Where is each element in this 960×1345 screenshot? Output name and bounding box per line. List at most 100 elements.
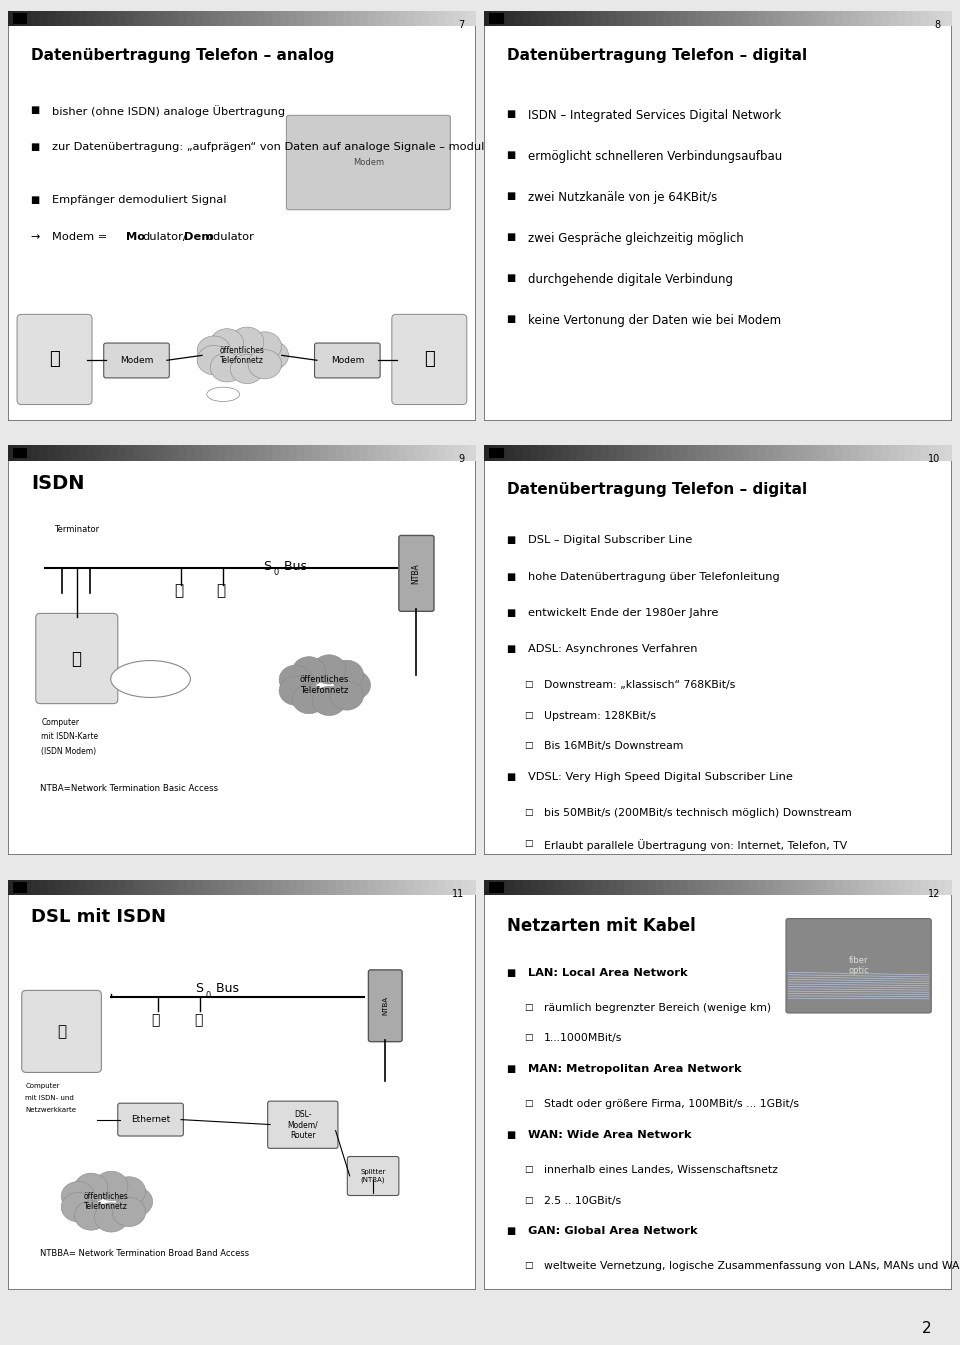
Bar [468, 880, 476, 896]
Bar [453, 880, 461, 896]
Bar [523, 11, 531, 27]
Bar [85, 880, 93, 896]
Bar [210, 880, 219, 896]
Bar [490, 13, 503, 24]
Bar [539, 445, 546, 461]
Bar [484, 445, 492, 461]
Text: ■: ■ [506, 315, 516, 324]
Bar [788, 11, 796, 27]
Bar [257, 880, 265, 896]
Bar [187, 445, 195, 461]
Text: DSL – Digital Subscriber Line: DSL – Digital Subscriber Line [528, 535, 692, 546]
Bar [828, 880, 835, 896]
Bar [195, 445, 203, 461]
Bar [484, 880, 492, 896]
Bar [13, 13, 27, 24]
Bar [757, 11, 765, 27]
Bar [406, 445, 414, 461]
Bar [274, 880, 281, 896]
Circle shape [292, 685, 325, 714]
Bar [23, 445, 31, 461]
Bar [148, 445, 156, 461]
Bar [882, 445, 890, 461]
Text: zwei Nutzkanäle von je 64KBit/s: zwei Nutzkanäle von je 64KBit/s [528, 191, 717, 204]
Bar [351, 11, 359, 27]
Text: (ISDN Modem): (ISDN Modem) [41, 746, 97, 756]
Bar [234, 11, 242, 27]
Bar [562, 445, 569, 461]
Bar [648, 445, 656, 461]
Bar [289, 445, 297, 461]
Bar [15, 11, 23, 27]
Bar [398, 445, 406, 461]
Bar [656, 445, 663, 461]
Bar [125, 880, 132, 896]
Text: hohe Datenübertragung über Telefonleitung: hohe Datenübertragung über Telefonleitun… [528, 572, 780, 581]
Bar [937, 445, 945, 461]
Text: entwickelt Ende der 1980er Jahre: entwickelt Ende der 1980er Jahre [528, 608, 719, 617]
Bar [733, 445, 741, 461]
Bar [828, 11, 835, 27]
Circle shape [312, 655, 346, 685]
Bar [437, 880, 444, 896]
Bar [55, 11, 62, 27]
Bar [633, 880, 640, 896]
Bar [633, 11, 640, 27]
Bar [374, 445, 382, 461]
Bar [875, 880, 882, 896]
Text: □: □ [523, 1262, 532, 1270]
Bar [507, 880, 516, 896]
Bar [336, 880, 344, 896]
Bar [297, 880, 304, 896]
Bar [812, 11, 820, 27]
Bar [320, 11, 327, 27]
Circle shape [112, 1177, 146, 1206]
Bar [78, 880, 85, 896]
Bar [851, 445, 858, 461]
Circle shape [330, 681, 364, 710]
Bar [780, 880, 788, 896]
Bar [780, 445, 788, 461]
Bar [31, 880, 39, 896]
Text: ■: ■ [506, 273, 516, 284]
Bar [421, 445, 429, 461]
Text: □: □ [523, 808, 532, 818]
Bar [344, 11, 351, 27]
Bar [648, 11, 656, 27]
FancyBboxPatch shape [17, 315, 92, 405]
Text: NTBA=Network Termination Basic Access: NTBA=Network Termination Basic Access [40, 784, 219, 792]
Bar [203, 445, 210, 461]
Text: ■: ■ [30, 195, 39, 206]
Bar [468, 445, 476, 461]
Bar [132, 445, 140, 461]
Text: ■: ■ [506, 109, 516, 120]
Bar [62, 445, 70, 461]
Bar [867, 11, 875, 27]
Bar [210, 445, 219, 461]
Bar [148, 880, 156, 896]
Bar [327, 880, 336, 896]
Bar [461, 880, 468, 896]
Text: 🖥: 🖥 [424, 351, 435, 369]
Bar [187, 880, 195, 896]
Bar [492, 11, 499, 27]
Text: 📞: 📞 [195, 1013, 203, 1028]
Bar [172, 445, 180, 461]
Circle shape [312, 686, 346, 716]
Bar [703, 880, 710, 896]
Bar [351, 880, 359, 896]
Bar [929, 11, 937, 27]
Bar [312, 880, 320, 896]
Bar [773, 880, 780, 896]
Bar [890, 445, 898, 461]
Bar [531, 445, 539, 461]
Bar [23, 11, 31, 27]
Bar [858, 11, 867, 27]
Bar [835, 445, 843, 461]
Bar [796, 445, 804, 461]
Bar [835, 11, 843, 27]
Circle shape [119, 1188, 153, 1216]
Text: ■: ■ [506, 1064, 516, 1075]
Bar [616, 880, 624, 896]
Bar [640, 445, 648, 461]
